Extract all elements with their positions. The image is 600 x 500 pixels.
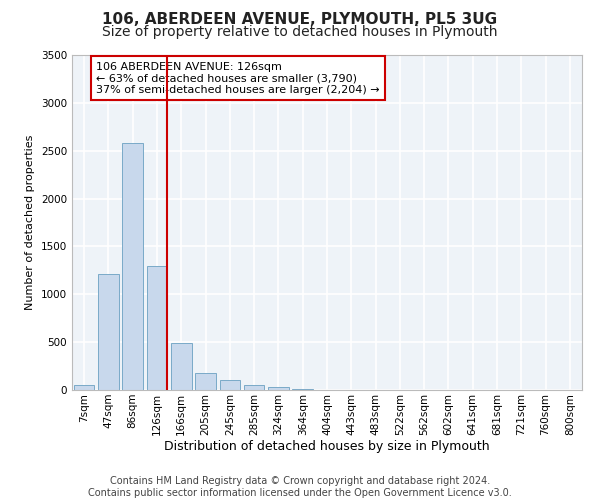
Text: 106 ABERDEEN AVENUE: 126sqm
← 63% of detached houses are smaller (3,790)
37% of : 106 ABERDEEN AVENUE: 126sqm ← 63% of det… bbox=[96, 62, 380, 95]
X-axis label: Distribution of detached houses by size in Plymouth: Distribution of detached houses by size … bbox=[164, 440, 490, 454]
Bar bbox=[171, 343, 191, 390]
Text: 106, ABERDEEN AVENUE, PLYMOUTH, PL5 3UG: 106, ABERDEEN AVENUE, PLYMOUTH, PL5 3UG bbox=[103, 12, 497, 28]
Text: Contains HM Land Registry data © Crown copyright and database right 2024.
Contai: Contains HM Land Registry data © Crown c… bbox=[88, 476, 512, 498]
Bar bbox=[220, 380, 240, 390]
Bar bbox=[268, 387, 289, 390]
Bar bbox=[195, 373, 216, 390]
Text: Size of property relative to detached houses in Plymouth: Size of property relative to detached ho… bbox=[102, 25, 498, 39]
Bar bbox=[244, 385, 265, 390]
Bar bbox=[74, 385, 94, 390]
Bar bbox=[292, 389, 313, 390]
Y-axis label: Number of detached properties: Number of detached properties bbox=[25, 135, 35, 310]
Bar bbox=[98, 274, 119, 390]
Bar bbox=[146, 266, 167, 390]
Bar bbox=[122, 143, 143, 390]
